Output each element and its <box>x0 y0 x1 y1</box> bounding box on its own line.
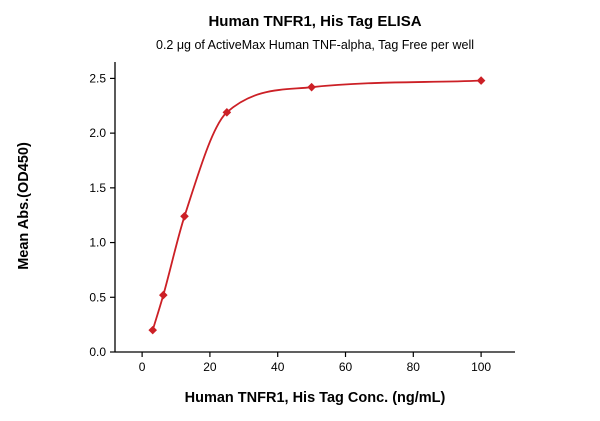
y-tick-label: 0.5 <box>89 290 106 304</box>
chart-title: Human TNFR1, His Tag ELISA <box>208 13 422 30</box>
chart-subtitle: 0.2 μg of ActiveMax Human TNF-alpha, Tag… <box>156 38 474 52</box>
fit-curve <box>151 79 482 331</box>
data-point-marker <box>159 290 168 300</box>
x-tick-label: 80 <box>407 360 421 374</box>
y-tick-label: 1.0 <box>89 236 106 250</box>
data-point-marker <box>222 108 232 117</box>
data-point-marker <box>148 325 158 335</box>
x-axis-label: Human TNFR1, His Tag Conc. (ng/mL) <box>184 390 446 406</box>
x-tick-label: 0 <box>139 360 146 374</box>
y-tick-label: 2.5 <box>89 71 106 85</box>
y-tick-label: 1.5 <box>89 181 106 195</box>
y-tick-label: 2.0 <box>89 126 106 140</box>
data-point-marker <box>476 76 486 85</box>
x-tick-label: 20 <box>203 360 217 374</box>
data-point-marker <box>307 82 316 92</box>
y-tick-label: 0.0 <box>89 345 106 359</box>
x-tick-label: 40 <box>271 360 285 374</box>
data-point-marker <box>180 212 189 221</box>
x-tick-label: 100 <box>471 360 491 374</box>
x-tick-label: 60 <box>339 360 353 374</box>
